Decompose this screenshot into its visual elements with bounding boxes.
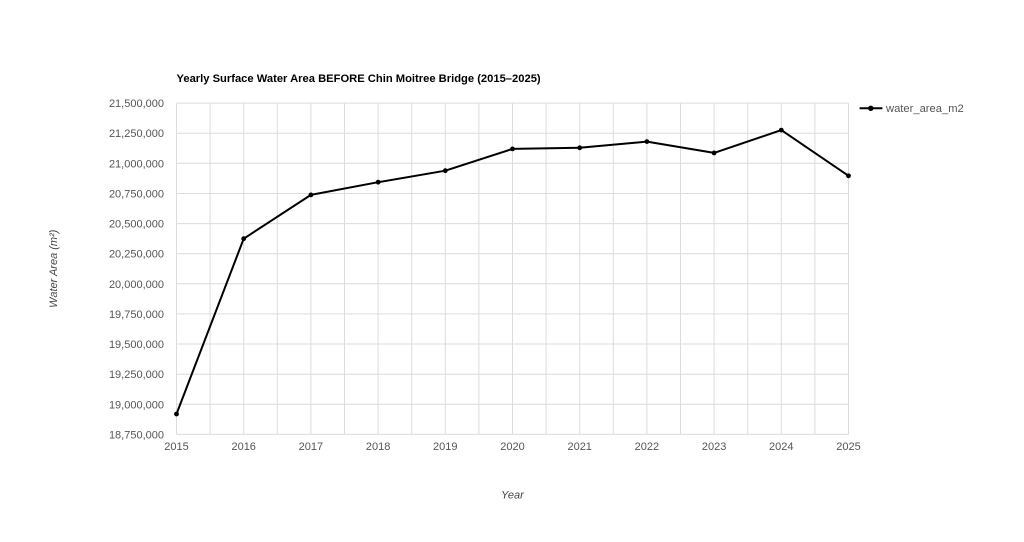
svg-text:2025: 2025 (836, 441, 860, 453)
svg-text:2016: 2016 (231, 441, 255, 453)
svg-text:20,750,000: 20,750,000 (109, 189, 164, 201)
svg-text:21,250,000: 21,250,000 (109, 128, 164, 140)
svg-text:2020: 2020 (500, 441, 524, 453)
svg-text:Water Area (m²): Water Area (m²) (48, 229, 60, 308)
svg-text:2024: 2024 (769, 441, 793, 453)
svg-text:2021: 2021 (567, 441, 591, 453)
svg-text:18,750,000: 18,750,000 (109, 429, 164, 441)
svg-text:20,250,000: 20,250,000 (109, 249, 164, 261)
svg-text:2015: 2015 (164, 441, 188, 453)
svg-text:Yearly Surface Water Area BEFO: Yearly Surface Water Area BEFORE Chin Mo… (177, 73, 541, 85)
svg-text:2023: 2023 (702, 441, 726, 453)
svg-text:19,500,000: 19,500,000 (109, 339, 164, 351)
svg-text:21,000,000: 21,000,000 (109, 158, 164, 170)
svg-text:2022: 2022 (635, 441, 659, 453)
svg-text:19,250,000: 19,250,000 (109, 369, 164, 381)
svg-text:19,750,000: 19,750,000 (109, 309, 164, 321)
svg-text:2018: 2018 (366, 441, 390, 453)
svg-text:21,500,000: 21,500,000 (109, 98, 164, 110)
svg-text:20,000,000: 20,000,000 (109, 279, 164, 291)
svg-text:2017: 2017 (299, 441, 323, 453)
svg-text:Year: Year (501, 490, 525, 502)
svg-text:20,500,000: 20,500,000 (109, 219, 164, 231)
svg-text:19,000,000: 19,000,000 (109, 399, 164, 411)
svg-text:water_area_m2: water_area_m2 (885, 103, 964, 115)
svg-text:2019: 2019 (433, 441, 457, 453)
